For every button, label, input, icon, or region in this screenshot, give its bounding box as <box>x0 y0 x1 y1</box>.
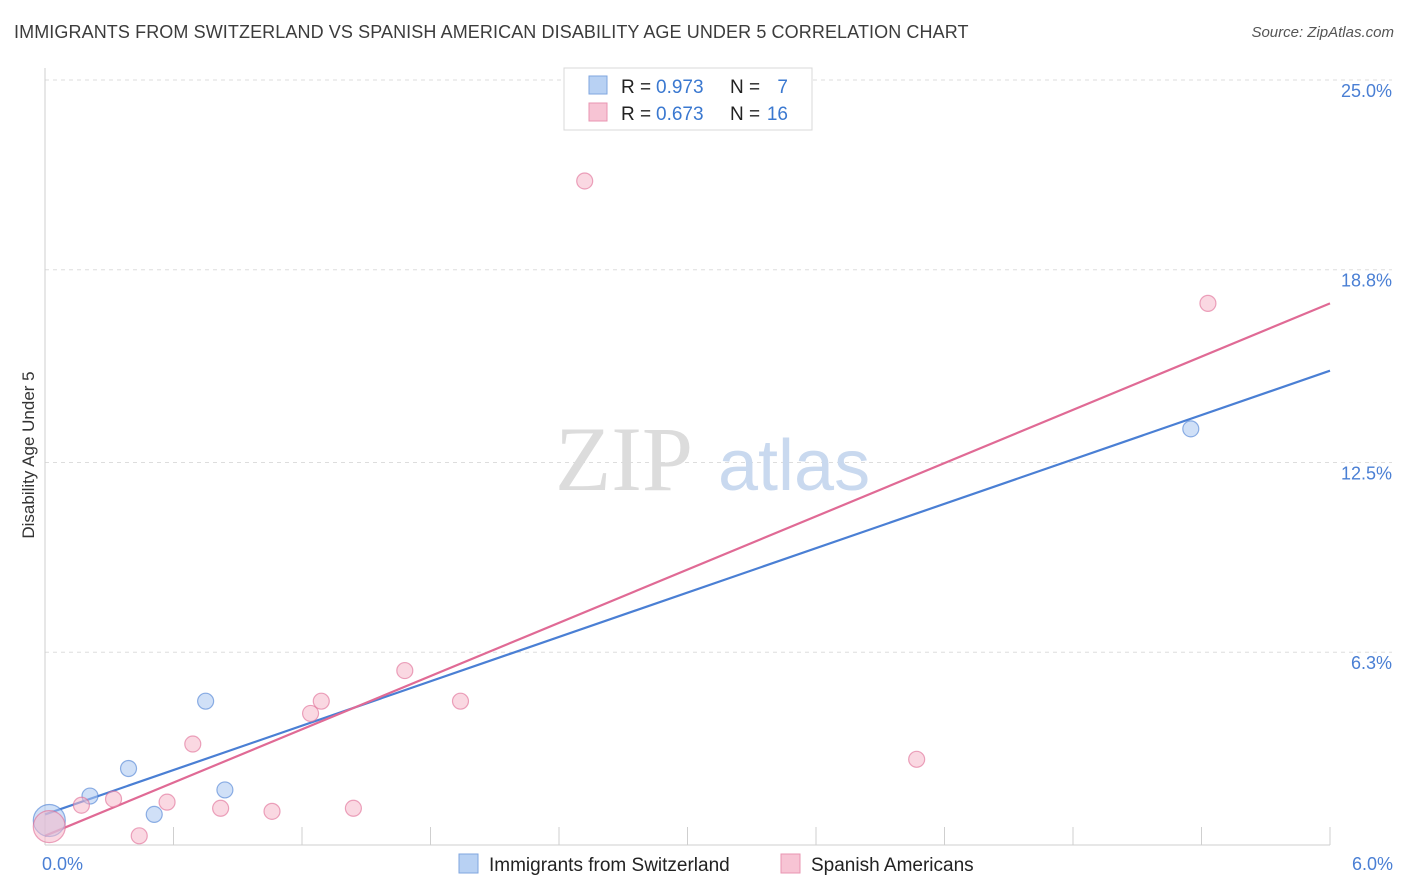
legend-r-label-switzerland: R = <box>621 77 651 98</box>
legend-n-value-switzerland: 7 <box>777 77 788 98</box>
y-tick-label: 18.8% <box>1341 271 1392 291</box>
bottom-legend-label-spanish: Spanish Americans <box>811 855 974 876</box>
data-point-spanish <box>158 793 176 811</box>
chart-title: IMMIGRANTS FROM SWITZERLAND VS SPANISH A… <box>14 22 969 42</box>
data-point-spanish <box>396 661 414 680</box>
labels-layer: 6.3% 12.5% 18.8% 25.0% 0.0% 6.0% <box>42 81 1393 874</box>
data-point-spanish <box>263 802 281 820</box>
legend-swatch-switzerland <box>588 75 608 95</box>
points-layer <box>32 172 1217 845</box>
grid-layer <box>45 79 1392 653</box>
top-legend: R = 0.973 N = 7 R = 0.673 N = 16 <box>563 67 813 131</box>
data-point-spanish <box>344 799 362 817</box>
x-tick-label: 6.0% <box>1352 854 1393 874</box>
legend-r-value-switzerland: 0.973 <box>656 77 704 98</box>
bottom-legend: Immigrants from Switzerland Spanish Amer… <box>458 853 974 876</box>
data-point-switzerland <box>145 805 163 824</box>
data-point-spanish <box>32 810 66 844</box>
legend-swatch-spanish <box>588 102 608 122</box>
y-tick-label: 12.5% <box>1341 464 1392 484</box>
data-point-switzerland <box>216 781 234 799</box>
watermark: ZIP atlas <box>555 408 870 510</box>
y-axis-title: Disability Age Under 5 <box>19 371 38 538</box>
axes-layer <box>44 68 1331 846</box>
data-point-spanish <box>104 790 123 808</box>
legend-r-label-spanish: R = <box>621 104 651 125</box>
chart-source: Source: ZipAtlas.com <box>1251 24 1394 41</box>
legend-n-value-spanish: 16 <box>767 104 788 125</box>
bottom-legend-swatch-spanish <box>780 853 801 874</box>
trend-layer <box>44 302 1331 837</box>
legend-n-label-switzerland: N = <box>730 77 760 98</box>
trend-line-switzerland <box>44 369 1331 816</box>
x-tick-label: 0.0% <box>42 854 83 874</box>
data-point-spanish <box>312 692 330 710</box>
trend-line-spanish <box>44 302 1331 837</box>
data-point-switzerland <box>1182 420 1200 438</box>
data-point-spanish <box>451 692 470 710</box>
y-tick-label: 25.0% <box>1341 81 1392 101</box>
bottom-legend-label-switzerland: Immigrants from Switzerland <box>489 855 730 876</box>
data-point-switzerland <box>197 692 215 710</box>
data-point-spanish <box>1199 294 1217 312</box>
data-point-spanish <box>130 827 148 845</box>
watermark-atlas: atlas <box>718 426 870 506</box>
data-point-switzerland <box>119 759 138 778</box>
data-point-spanish <box>576 172 594 190</box>
data-point-spanish <box>212 799 230 817</box>
data-point-spanish <box>908 750 926 768</box>
watermark-zip: ZIP <box>555 408 693 510</box>
data-point-spanish <box>184 735 202 753</box>
legend-r-value-spanish: 0.673 <box>656 104 704 125</box>
legend-n-label-spanish: N = <box>730 104 760 125</box>
data-point-spanish <box>72 796 91 814</box>
data-point-spanish <box>301 704 320 723</box>
bottom-legend-swatch-switzerland <box>458 853 479 874</box>
y-tick-label: 6.3% <box>1351 653 1392 673</box>
